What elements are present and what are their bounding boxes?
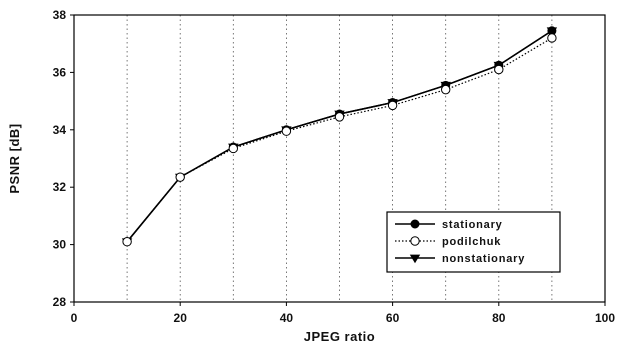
y-tick-label: 34 xyxy=(53,123,67,137)
x-tick-label: 40 xyxy=(280,311,294,325)
axis-ticks: 0 20 40 60 80 100 28 30 32 34 36 38 xyxy=(53,8,616,325)
y-tick-label: 30 xyxy=(53,238,67,252)
x-tick-label: 100 xyxy=(595,311,615,325)
data-point-podilchuk xyxy=(228,143,239,154)
y-tick-label: 36 xyxy=(53,65,67,79)
legend-label-podilchuk: podilchuk xyxy=(442,236,501,248)
legend-marker-nonstationary xyxy=(409,254,421,264)
y-tick-label: 38 xyxy=(53,8,67,22)
series-podilchuk xyxy=(122,33,557,247)
data-point-podilchuk xyxy=(387,100,398,111)
y-axis-title: PSNR [dB] xyxy=(7,123,22,193)
legend: stationary podilchuk nonstationary xyxy=(386,211,561,273)
legend-marker-podilchuk xyxy=(410,236,420,246)
series-line-nonstationary xyxy=(126,30,553,243)
data-point-podilchuk xyxy=(494,64,504,75)
data-point-podilchuk xyxy=(441,84,451,95)
x-tick-label: 0 xyxy=(71,311,78,325)
x-tick-label: 60 xyxy=(386,311,400,325)
x-tick-label: 80 xyxy=(492,311,506,325)
data-series xyxy=(121,26,558,248)
data-point-podilchuk xyxy=(547,33,557,43)
data-point-podilchuk xyxy=(122,237,132,247)
data-point-podilchuk xyxy=(175,172,185,182)
y-tick-label: 28 xyxy=(53,295,67,309)
legend-label-nonstationary: nonstationary xyxy=(442,253,525,265)
data-point-podilchuk xyxy=(281,126,292,136)
x-axis-title: JPEG ratio xyxy=(304,329,375,344)
plot-area-frame xyxy=(73,14,606,303)
data-point-podilchuk xyxy=(334,112,345,122)
legend-label-stationary: stationary xyxy=(442,219,503,231)
series-line-stationary xyxy=(126,30,553,243)
x-tick-label: 20 xyxy=(174,311,188,325)
legend-marker-stationary xyxy=(410,219,420,229)
y-tick-label: 32 xyxy=(53,180,67,194)
